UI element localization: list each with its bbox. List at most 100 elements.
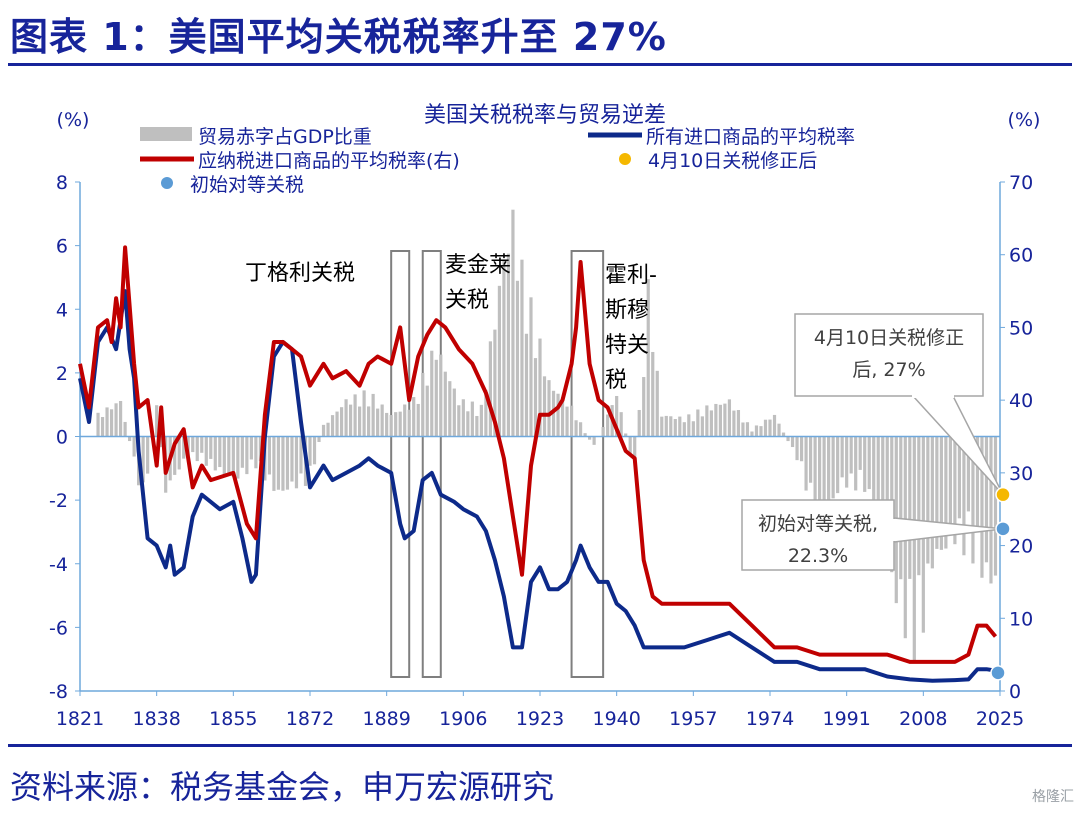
deficit-bar	[700, 416, 704, 437]
annotation-text: 丁格利关税	[245, 261, 355, 286]
deficit-bar	[452, 388, 456, 437]
annotation-text: 特关	[605, 333, 649, 358]
right-tick-label: 70	[1009, 172, 1033, 194]
left-tick-label: 6	[56, 236, 68, 258]
deficit-bar	[646, 279, 650, 437]
annotation-text: 关税	[445, 288, 489, 313]
deficit-bar	[358, 406, 362, 437]
highlight-box	[570, 250, 605, 678]
deficit-bar	[687, 414, 691, 437]
deficit-bar	[258, 436, 262, 462]
left-tick-label: -2	[49, 490, 68, 512]
deficit-bar	[231, 436, 235, 477]
deficit-bar	[128, 436, 132, 442]
deficit-bar	[930, 436, 934, 569]
deficit-bar	[786, 436, 790, 442]
deficit-bar	[177, 436, 181, 470]
callout-text: 22.3%	[788, 545, 848, 567]
deficit-bar	[980, 436, 984, 578]
callout-point	[995, 486, 1011, 503]
deficit-bar	[227, 436, 231, 476]
callouts: 4月10日关税修正后, 27% 初始对等关税, 22.3%	[741, 313, 1011, 681]
x-tick-label: 1923	[516, 708, 564, 730]
legend-swatch	[161, 177, 173, 189]
legend-label: 所有进口商品的平均税率	[646, 126, 855, 148]
deficit-bar	[574, 420, 578, 437]
deficit-bar	[822, 436, 826, 521]
callout-text: 后, 27%	[852, 359, 925, 381]
deficit-bar	[425, 385, 429, 437]
deficit-bar	[953, 436, 957, 545]
chart-title: 美国关税税率与贸易逆差	[424, 103, 666, 128]
deficit-bar	[790, 436, 795, 448]
deficit-bar	[741, 422, 745, 437]
highlight-box	[421, 250, 442, 678]
deficit-bar	[371, 393, 375, 437]
deficit-bar	[975, 436, 980, 528]
deficit-bar	[155, 405, 159, 437]
deficit-bar	[637, 409, 641, 437]
deficit-bar	[511, 209, 515, 437]
callout-box	[794, 313, 984, 397]
series-lines	[78, 245, 998, 683]
deficit-bars	[96, 209, 998, 664]
deficit-bar	[944, 436, 948, 549]
deficit-bar	[290, 436, 294, 482]
deficit-bar	[141, 436, 145, 483]
deficit-bar	[750, 431, 754, 437]
deficit-bar	[321, 424, 326, 437]
deficit-bar	[466, 411, 470, 437]
legend-label: 4月10日关税修正后	[648, 150, 817, 172]
deficit-bar	[267, 436, 272, 475]
deficit-bar	[827, 436, 831, 506]
deficit-bar	[926, 436, 930, 564]
deficit-bar	[362, 390, 366, 437]
deficit-bar	[899, 436, 903, 580]
deficit-bar	[804, 436, 808, 491]
deficit-bar	[984, 436, 989, 563]
deficit-bar	[457, 405, 461, 437]
legend-swatch	[140, 127, 192, 141]
right-tick-label: 10	[1009, 608, 1033, 630]
deficit-bar	[669, 416, 673, 437]
deficit-bar	[294, 436, 299, 489]
deficit-bar	[754, 425, 759, 437]
deficit-bar	[831, 436, 835, 499]
left-axis-unit: (%)	[57, 109, 90, 131]
header-rule	[8, 63, 1072, 66]
deficit-bar	[515, 280, 520, 437]
data-point	[990, 665, 1006, 681]
deficit-bar	[245, 436, 249, 475]
page-title: 图表 1：美国平均关税税率升至 27%	[10, 15, 667, 59]
deficit-bar	[493, 329, 497, 437]
deficit-bar	[818, 436, 822, 513]
deficit-bar	[578, 422, 583, 437]
deficit-bar	[118, 400, 123, 437]
deficit-bar	[123, 421, 127, 437]
deficit-bar	[971, 436, 975, 564]
deficit-bar	[335, 411, 339, 437]
deficit-bar	[380, 404, 384, 437]
right-axis-unit: (%)	[1008, 109, 1041, 131]
legend-label: 贸易赤字占GDP比重	[198, 126, 372, 148]
deficit-bar	[736, 410, 741, 437]
deficit-bar	[488, 341, 492, 437]
x-tick-label: 1974	[746, 708, 794, 730]
deficit-bar	[407, 409, 411, 437]
deficit-bar	[506, 253, 511, 437]
right-tick-label: 50	[1009, 317, 1033, 339]
deficit-bar	[114, 403, 118, 437]
deficit-bar	[439, 354, 443, 437]
deficit-bar	[520, 259, 524, 437]
deficit-bar	[709, 410, 713, 437]
legend-swatch	[619, 153, 631, 165]
deficit-bar	[705, 405, 709, 437]
deficit-bar	[849, 436, 853, 474]
deficit-bar	[714, 403, 718, 437]
deficit-bar	[795, 436, 799, 461]
deficit-bar	[470, 401, 474, 437]
footer-rule	[8, 744, 1072, 747]
deficit-bar	[312, 436, 317, 465]
